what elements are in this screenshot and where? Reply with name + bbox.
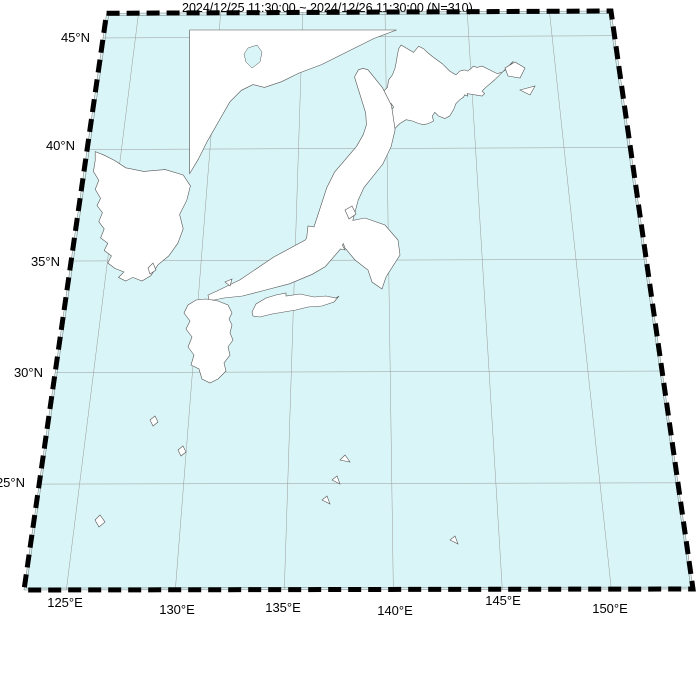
svg-text:35°N: 35°N	[31, 254, 60, 269]
svg-text:145°E: 145°E	[485, 593, 521, 608]
svg-text:130°E: 130°E	[159, 602, 195, 617]
svg-text:45°N: 45°N	[61, 30, 90, 45]
svg-text:150°E: 150°E	[592, 601, 628, 616]
svg-text:140°E: 140°E	[377, 603, 413, 618]
svg-text:40°N: 40°N	[46, 138, 75, 153]
svg-text:125°E: 125°E	[47, 595, 83, 610]
svg-text:25°N: 25°N	[0, 475, 25, 490]
svg-text:30°N: 30°N	[14, 365, 43, 380]
svg-text:135°E: 135°E	[265, 600, 301, 615]
